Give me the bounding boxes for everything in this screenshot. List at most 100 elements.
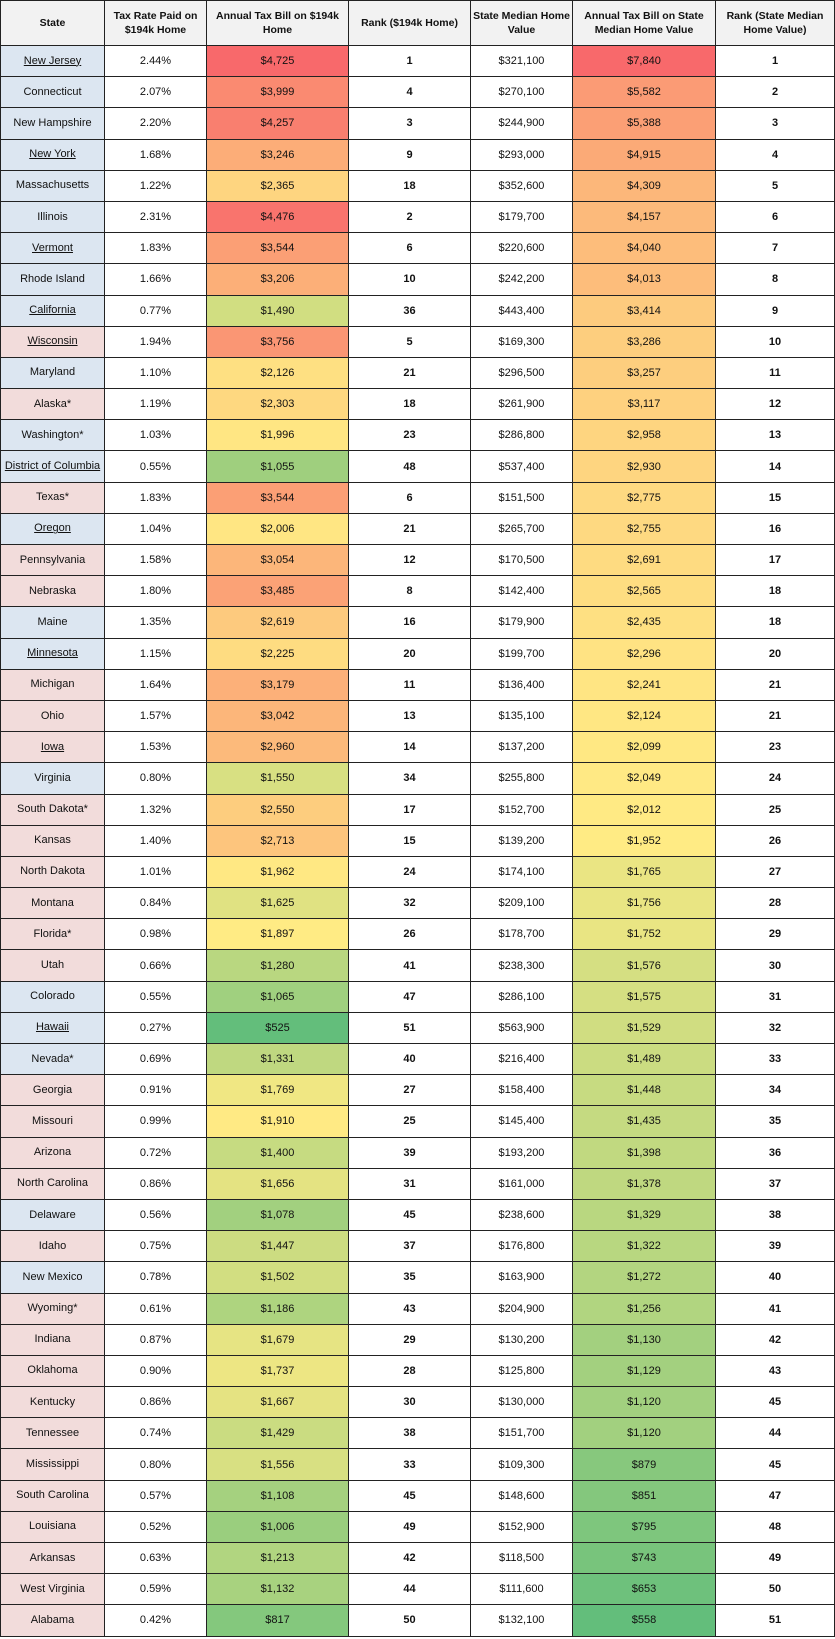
annual-bill-median-cell: $1,435: [572, 1105, 716, 1138]
median-value-cell: $132,100: [470, 1604, 573, 1637]
table-row: Connecticut 2.07% $3,999 4 $270,100 $5,582 2: [0, 76, 835, 109]
median-value-cell: $151,700: [470, 1417, 573, 1450]
rank-median-cell: 21: [715, 699, 835, 733]
annual-bill-median-cell: $2,565: [572, 575, 716, 608]
rank-cell: 32: [348, 887, 471, 920]
state-name: Virginia: [34, 771, 71, 784]
header-state: State: [0, 0, 105, 46]
state-cell: Colorado: [0, 980, 105, 1013]
state-link[interactable]: New York: [29, 148, 76, 161]
header-row: State Tax Rate Paid on $194k Home Annual…: [0, 0, 835, 46]
table-row: Mississippi 0.80% $1,556 33 $109,300 $879 45: [0, 1448, 835, 1481]
median-value-cell: $216,400: [470, 1042, 573, 1076]
table-row: Delaware 0.56% $1,078 45 $238,600 $1,329 38: [0, 1198, 835, 1232]
table-row: Minnesota 1.15% $2,225 20 $199,700 $2,296 20: [0, 637, 835, 670]
tax-rate-cell: 0.66%: [104, 949, 207, 982]
annual-bill-median-cell: $1,756: [572, 887, 716, 920]
tax-rate-cell: 0.75%: [104, 1230, 207, 1263]
state-cell: Arizona: [0, 1136, 105, 1169]
annual-bill-cell: $2,126: [206, 356, 349, 390]
annual-bill-median-cell: $2,241: [572, 668, 716, 701]
rank-median-cell: 16: [715, 512, 835, 546]
rank-median-cell: 48: [715, 1510, 835, 1544]
annual-bill-cell: $1,331: [206, 1042, 349, 1076]
state-link[interactable]: District of Columbia: [4, 460, 101, 473]
state-name: Kentucky: [29, 1395, 76, 1408]
rank-cell: 17: [348, 793, 471, 826]
annual-bill-median-cell: $3,414: [572, 294, 716, 327]
tax-rate-cell: 1.58%: [104, 543, 207, 577]
state-cell: South Dakota*: [0, 793, 105, 826]
table-row: Illinois 2.31% $4,476 2 $179,700 $4,157 6: [0, 200, 835, 234]
annual-bill-cell: $2,303: [206, 388, 349, 421]
tax-rate-cell: 0.72%: [104, 1136, 207, 1169]
state-cell: California: [0, 294, 105, 327]
table-row: Maryland 1.10% $2,126 21 $296,500 $3,257 11: [0, 356, 835, 390]
rank-median-cell: 47: [715, 1479, 835, 1512]
annual-bill-cell: $1,679: [206, 1323, 349, 1356]
table-row: Louisiana 0.52% $1,006 49 $152,900 $795 48: [0, 1510, 835, 1544]
state-cell: New York: [0, 138, 105, 171]
table-row: Florida* 0.98% $1,897 26 $178,700 $1,752 29: [0, 918, 835, 951]
rank-cell: 6: [348, 481, 471, 514]
rank-median-cell: 33: [715, 1042, 835, 1076]
annual-bill-median-cell: $4,915: [572, 138, 716, 171]
state-cell: Rhode Island: [0, 263, 105, 296]
state-link[interactable]: New Jersey: [23, 54, 82, 67]
annual-bill-median-cell: $2,012: [572, 793, 716, 826]
state-link[interactable]: Vermont: [32, 241, 73, 254]
state-cell: Michigan: [0, 668, 105, 701]
table-row: South Dakota* 1.32% $2,550 17 $152,700 $2,012…: [0, 793, 835, 826]
table-row: Kentucky 0.86% $1,667 30 $130,000 $1,120 45: [0, 1386, 835, 1419]
state-cell: Oklahoma: [0, 1354, 105, 1388]
tax-rate-cell: 0.69%: [104, 1042, 207, 1076]
tax-rate-cell: 2.31%: [104, 200, 207, 234]
annual-bill-median-cell: $795: [572, 1510, 716, 1544]
rank-median-cell: 5: [715, 169, 835, 202]
median-value-cell: $109,300: [470, 1448, 573, 1481]
tax-rate-cell: 0.55%: [104, 450, 207, 483]
annual-bill-cell: $525: [206, 1011, 349, 1045]
state-link[interactable]: Minnesota: [27, 647, 78, 660]
state-name: West Virginia: [20, 1582, 85, 1595]
rank-cell: 5: [348, 325, 471, 358]
annual-bill-median-cell: $2,099: [572, 731, 716, 764]
rank-cell: 2: [348, 200, 471, 234]
state-name: South Carolina: [16, 1489, 89, 1502]
annual-bill-cell: $817: [206, 1604, 349, 1637]
annual-bill-median-cell: $2,691: [572, 543, 716, 577]
rank-median-cell: 8: [715, 263, 835, 296]
median-value-cell: $169,300: [470, 325, 573, 358]
annual-bill-cell: $2,225: [206, 637, 349, 670]
rank-cell: 43: [348, 1292, 471, 1325]
tax-rate-cell: 1.19%: [104, 388, 207, 421]
state-link[interactable]: Iowa: [40, 740, 65, 753]
tax-rate-cell: 2.07%: [104, 76, 207, 109]
annual-bill-median-cell: $1,129: [572, 1354, 716, 1388]
state-link[interactable]: Hawaii: [35, 1021, 69, 1034]
state-name: Kansas: [34, 834, 71, 847]
median-value-cell: $111,600: [470, 1573, 573, 1606]
annual-bill-cell: $1,186: [206, 1292, 349, 1325]
table-row: Arkansas 0.63% $1,213 42 $118,500 $743 49: [0, 1541, 835, 1575]
state-cell: Indiana: [0, 1323, 105, 1356]
rank-median-cell: 11: [715, 356, 835, 390]
tax-rate-cell: 0.42%: [104, 1604, 207, 1637]
annual-bill-median-cell: $1,765: [572, 855, 716, 889]
annual-bill-cell: $1,400: [206, 1136, 349, 1169]
annual-bill-median-cell: $1,329: [572, 1198, 716, 1232]
state-link[interactable]: California: [29, 304, 76, 317]
median-value-cell: $293,000: [470, 138, 573, 171]
table-row: Colorado 0.55% $1,065 47 $286,100 $1,575 31: [0, 980, 835, 1013]
annual-bill-median-cell: $3,286: [572, 325, 716, 358]
tax-rate-cell: 0.86%: [104, 1386, 207, 1419]
rank-cell: 15: [348, 824, 471, 857]
state-link[interactable]: Wisconsin: [27, 335, 78, 348]
median-value-cell: $130,000: [470, 1386, 573, 1419]
annual-bill-cell: $1,550: [206, 762, 349, 795]
state-cell: Vermont: [0, 232, 105, 265]
median-value-cell: $139,200: [470, 824, 573, 857]
tax-rate-cell: 0.99%: [104, 1105, 207, 1138]
state-link[interactable]: Oregon: [34, 522, 71, 535]
